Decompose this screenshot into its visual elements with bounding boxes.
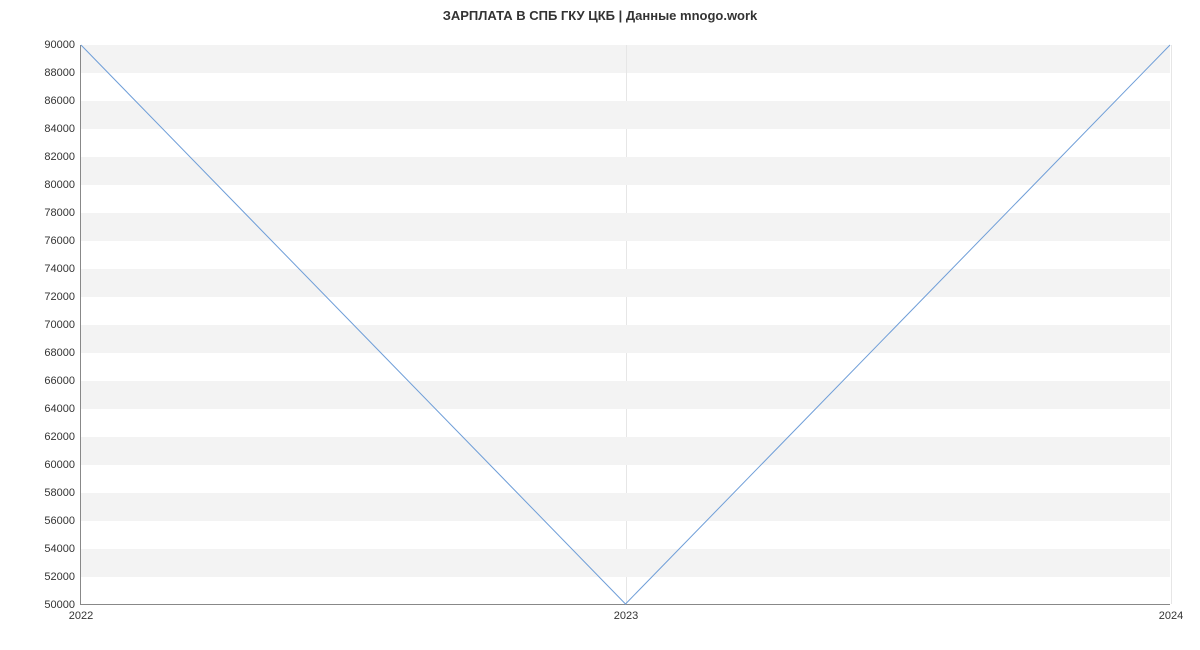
x-grid-line xyxy=(1171,45,1172,604)
y-tick-label: 68000 xyxy=(44,347,75,359)
y-tick-label: 72000 xyxy=(44,291,75,303)
y-tick-label: 64000 xyxy=(44,403,75,415)
y-tick-label: 90000 xyxy=(44,39,75,51)
chart-container: 5000052000540005600058000600006200064000… xyxy=(80,45,1170,605)
y-tick-label: 60000 xyxy=(44,459,75,471)
y-tick-label: 54000 xyxy=(44,543,75,555)
line-series xyxy=(81,45,1170,604)
y-tick-label: 58000 xyxy=(44,487,75,499)
y-tick-label: 74000 xyxy=(44,263,75,275)
x-tick-label: 2024 xyxy=(1159,610,1183,622)
y-tick-label: 56000 xyxy=(44,515,75,527)
y-tick-label: 86000 xyxy=(44,95,75,107)
y-tick-label: 80000 xyxy=(44,179,75,191)
x-tick-label: 2023 xyxy=(614,610,638,622)
y-tick-label: 82000 xyxy=(44,151,75,163)
chart-title: ЗАРПЛАТА В СПБ ГКУ ЦКБ | Данные mnogo.wo… xyxy=(0,0,1200,23)
y-tick-label: 88000 xyxy=(44,67,75,79)
y-tick-label: 66000 xyxy=(44,375,75,387)
y-tick-label: 76000 xyxy=(44,235,75,247)
x-tick-label: 2022 xyxy=(69,610,93,622)
y-tick-label: 84000 xyxy=(44,123,75,135)
y-tick-label: 70000 xyxy=(44,319,75,331)
y-tick-label: 62000 xyxy=(44,431,75,443)
plot-area: 5000052000540005600058000600006200064000… xyxy=(80,45,1170,605)
y-tick-label: 78000 xyxy=(44,207,75,219)
y-tick-label: 52000 xyxy=(44,571,75,583)
